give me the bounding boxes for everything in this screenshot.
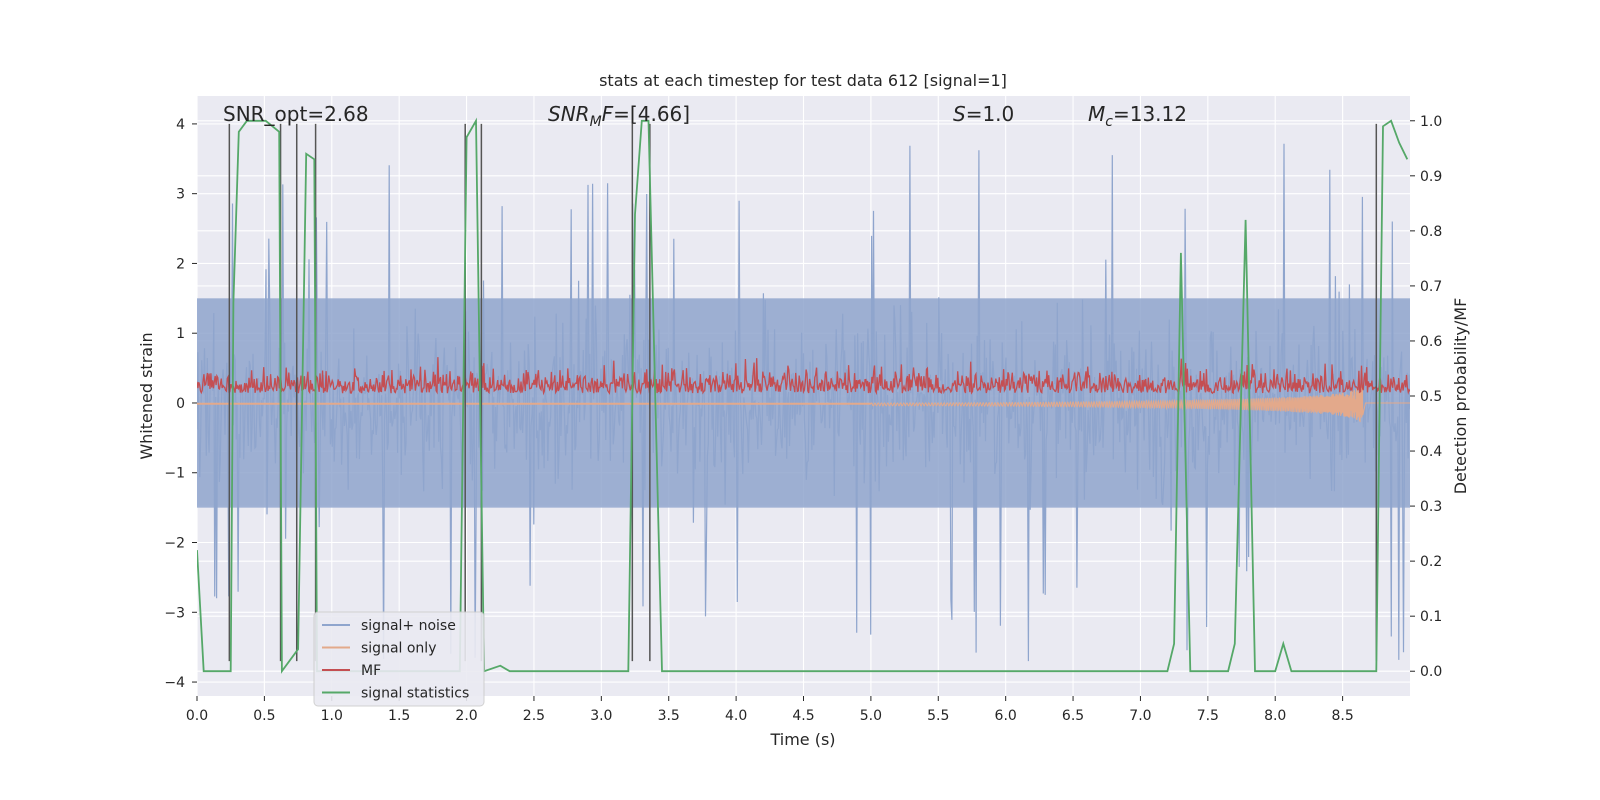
y-right-tick-label: 0.4 — [1420, 444, 1442, 460]
x-tick-label: 5.0 — [860, 708, 882, 724]
y-right-tick-label: 0.8 — [1420, 224, 1442, 240]
y-right-tick-label: 0.5 — [1420, 389, 1442, 405]
y-tick-label: −3 — [164, 605, 185, 621]
x-tick-label: 8.5 — [1331, 708, 1353, 724]
annotation-s: S=1.0 — [953, 102, 1014, 126]
x-tick-label: 6.0 — [995, 708, 1017, 724]
signal-statistics-line — [197, 117, 1409, 674]
x-tick-label: 3.0 — [590, 708, 612, 724]
annotation-snr-mf: SNRMF=[4.66] — [548, 102, 690, 130]
annotation-snr-opt: SNR_opt=2.68 — [223, 102, 369, 126]
mf-line — [197, 357, 1410, 396]
y-tick-label: −1 — [164, 466, 185, 482]
y-tick-label: 1 — [176, 326, 185, 342]
x-tick-label: 0.5 — [253, 708, 275, 724]
x-axis-ticks: 0.0 0.5 1.0 1.5 2.0 2.5 3.0 3.5 4.0 4.5 5.0 5.5 6.0 6… — [186, 696, 1354, 724]
y-right-tick-label: 0.1 — [1420, 609, 1442, 625]
signal-only-line — [870, 384, 1410, 423]
annotation-mc: Mc=13.12 — [1088, 102, 1187, 130]
legend-label: signal+ noise — [361, 618, 456, 634]
x-tick-label: 8.0 — [1264, 708, 1286, 724]
y-axis-label: Whitened strain — [137, 332, 156, 459]
y-tick-label: 3 — [176, 187, 185, 203]
x-tick-label: 5.5 — [927, 708, 949, 724]
y-right-tick-label: 0.9 — [1420, 169, 1442, 185]
y-right-tick-label: 0.0 — [1420, 664, 1442, 680]
x-tick-label: 2.5 — [523, 708, 545, 724]
signal-statistics-series — [197, 117, 1409, 674]
y-axis-right-ticks: 0.0 0.1 0.2 0.3 0.4 0.5 0.6 0.7 0.8 0.9 1.0 — [1410, 114, 1442, 680]
x-tick-label: 3.5 — [658, 708, 680, 724]
legend-label: signal only — [361, 641, 436, 657]
x-tick-label: 1.5 — [388, 708, 410, 724]
y-axis-right-label: Detection probability/MF — [1451, 298, 1470, 495]
annotations: SNR_opt=2.68 SNRMF=[4.66] S=1.0 Mc=13.12 — [223, 102, 1187, 130]
chart-title: stats at each timestep for test data 612… — [599, 71, 1007, 90]
x-tick-label: 0.0 — [186, 708, 208, 724]
y-tick-label: 4 — [176, 117, 185, 133]
mf-series — [197, 357, 1410, 396]
x-tick-label: 1.0 — [321, 708, 343, 724]
legend-box — [313, 611, 485, 707]
y-right-tick-label: 1.0 — [1420, 114, 1442, 130]
y-tick-label: −4 — [164, 675, 185, 691]
y-tick-label: −2 — [164, 536, 185, 552]
y-axis-ticks: −4 −3 −2 −1 0 1 2 3 4 — [164, 117, 197, 691]
legend: signal+ noise signal only MF signal statist… — [313, 611, 485, 707]
y-tick-label: 2 — [176, 256, 185, 272]
y-right-tick-label: 0.6 — [1420, 334, 1442, 350]
legend-label: signal statistics — [361, 686, 469, 702]
y-right-tick-label: 0.3 — [1420, 499, 1442, 515]
x-axis-label: Time (s) — [769, 730, 835, 749]
signal-noise-line — [197, 143, 1410, 662]
y-right-tick-label: 0.7 — [1420, 279, 1442, 295]
y-right-tick-label: 0.2 — [1420, 554, 1442, 570]
x-tick-label: 4.0 — [725, 708, 747, 724]
y-tick-label: 0 — [176, 396, 185, 412]
x-tick-label: 4.5 — [792, 708, 814, 724]
signal-only-series — [197, 384, 1410, 423]
x-tick-label: 2.0 — [455, 708, 477, 724]
x-tick-label: 7.0 — [1129, 708, 1151, 724]
x-tick-label: 6.5 — [1062, 708, 1084, 724]
legend-label: MF — [361, 663, 381, 679]
x-tick-label: 7.5 — [1197, 708, 1219, 724]
